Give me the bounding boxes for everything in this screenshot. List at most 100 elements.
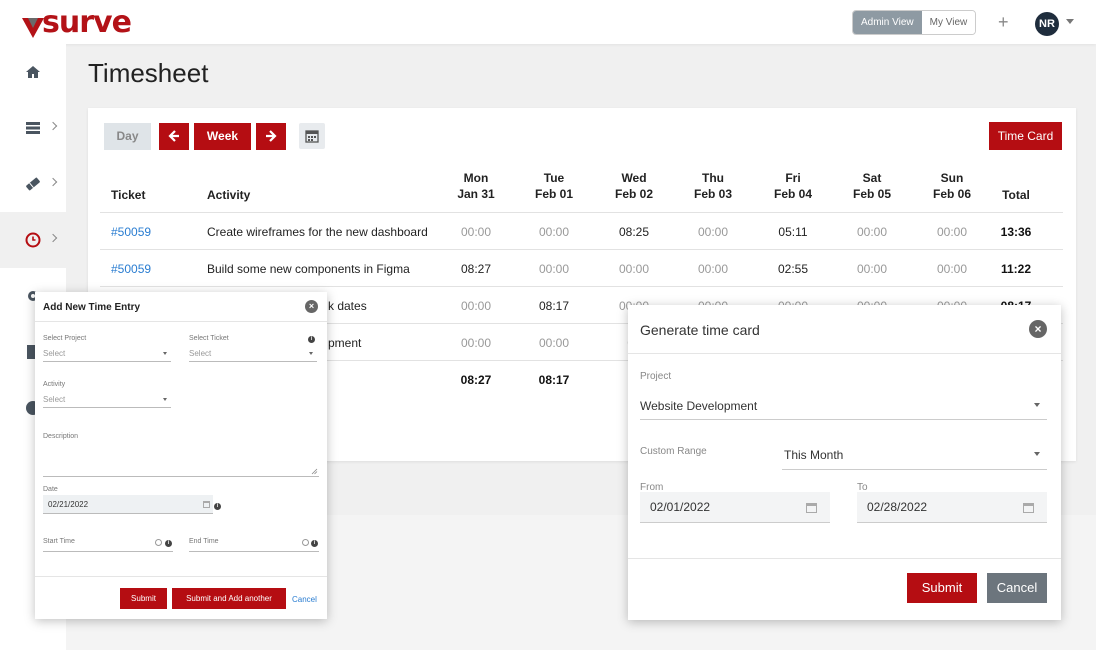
info-icon: i bbox=[311, 540, 318, 547]
chevron-down-icon bbox=[1034, 403, 1040, 407]
project-select[interactable]: Website Development bbox=[640, 399, 758, 413]
logo-mark-icon bbox=[22, 18, 44, 38]
day-name: Wed bbox=[621, 171, 647, 185]
day-button[interactable]: Day bbox=[104, 123, 151, 150]
modal-title: Generate time card bbox=[640, 322, 760, 338]
calendar-icon bbox=[305, 130, 319, 143]
calendar-icon[interactable] bbox=[1023, 503, 1034, 513]
column-header-day: Wed Feb 02 bbox=[604, 170, 664, 202]
project-select[interactable]: Select bbox=[43, 349, 66, 358]
submit-button[interactable]: Submit bbox=[120, 588, 167, 609]
chevron-down-icon[interactable] bbox=[1066, 19, 1074, 24]
divider bbox=[628, 353, 1061, 354]
activity-cell: pment bbox=[328, 336, 362, 350]
time-cell[interactable]: 00:00 bbox=[538, 225, 570, 239]
add-icon[interactable]: + bbox=[998, 12, 1009, 32]
time-card-button[interactable]: Time Card bbox=[989, 122, 1062, 150]
input-underline bbox=[189, 361, 317, 362]
time-cell[interactable]: 00:00 bbox=[936, 262, 968, 276]
day-date: Feb 06 bbox=[932, 187, 971, 201]
time-cell[interactable]: 05:11 bbox=[778, 225, 808, 239]
day-total: 08:27 bbox=[460, 373, 492, 387]
description-textarea[interactable] bbox=[43, 449, 319, 477]
submit-and-add-another-button[interactable]: Submit and Add another bbox=[172, 588, 286, 609]
time-cell[interactable]: 08:25 bbox=[618, 225, 650, 239]
to-date-input[interactable]: 02/28/2022 bbox=[857, 492, 1047, 523]
chevron-right-icon bbox=[48, 177, 58, 187]
from-date-input[interactable]: 02/01/2022 bbox=[640, 492, 830, 523]
project-label: Project bbox=[640, 371, 672, 382]
input-underline bbox=[43, 407, 171, 408]
day-total: 08:17 bbox=[538, 373, 570, 387]
resize-handle-icon[interactable] bbox=[311, 468, 318, 475]
activity-label: Activity bbox=[43, 381, 66, 388]
description-label: Description bbox=[43, 433, 79, 440]
ticket-select[interactable]: Select bbox=[189, 349, 212, 358]
prev-week-button[interactable] bbox=[159, 123, 189, 150]
close-icon[interactable]: × bbox=[1029, 320, 1047, 338]
cancel-link[interactable]: Cancel bbox=[292, 595, 317, 604]
activity-cell: Build some new components in Figma bbox=[207, 262, 410, 276]
day-date: Feb 02 bbox=[614, 187, 653, 201]
time-cell[interactable]: 08:17 bbox=[538, 299, 570, 313]
column-header-activity: Activity bbox=[207, 188, 251, 202]
chevron-down-icon bbox=[1034, 452, 1040, 456]
time-cell[interactable]: 00:00 bbox=[460, 299, 492, 313]
avatar[interactable]: NR bbox=[1035, 12, 1059, 36]
sidebar-item-timesheet[interactable] bbox=[0, 212, 66, 268]
time-cell[interactable]: 00:00 bbox=[697, 225, 729, 239]
time-cell[interactable]: 00:00 bbox=[618, 262, 650, 276]
submit-button[interactable]: Submit bbox=[907, 573, 977, 603]
calendar-icon[interactable] bbox=[203, 501, 210, 508]
input-underline bbox=[640, 419, 1047, 420]
time-cell[interactable]: 00:00 bbox=[936, 225, 968, 239]
day-date: Feb 03 bbox=[693, 187, 732, 201]
sidebar-item-home[interactable] bbox=[0, 44, 66, 100]
logo[interactable]: surve bbox=[22, 5, 132, 40]
row-divider bbox=[100, 360, 1063, 361]
chevron-down-icon bbox=[163, 352, 167, 355]
activity-select[interactable]: Select bbox=[43, 395, 66, 404]
sidebar-item-servers[interactable] bbox=[0, 100, 66, 156]
cancel-button[interactable]: Cancel bbox=[987, 573, 1047, 603]
time-cell[interactable]: 02:55 bbox=[777, 262, 809, 276]
row-total: 13:36 bbox=[1000, 225, 1032, 239]
ticket-label: Select Ticket bbox=[189, 335, 229, 342]
column-header-day: Fri Feb 04 bbox=[763, 170, 823, 202]
next-week-button[interactable] bbox=[256, 123, 286, 150]
input-underline bbox=[43, 361, 171, 362]
admin-view-button[interactable]: Admin View bbox=[853, 11, 922, 34]
top-bar: surve Admin View My View + NR bbox=[0, 0, 1096, 44]
time-cell[interactable]: 00:00 bbox=[460, 336, 492, 350]
calendar-button[interactable] bbox=[299, 123, 325, 149]
date-input[interactable]: 02/21/2022 bbox=[43, 495, 213, 514]
column-header-day: Thu Feb 03 bbox=[683, 170, 743, 202]
arrow-right-icon bbox=[266, 130, 277, 142]
day-date: Feb 01 bbox=[534, 187, 573, 201]
ticket-link[interactable]: #50059 bbox=[111, 225, 152, 239]
clock-icon[interactable] bbox=[155, 539, 162, 546]
week-button[interactable]: Week bbox=[194, 123, 251, 150]
time-cell[interactable]: 00:00 bbox=[856, 225, 888, 239]
time-cell[interactable]: 00:00 bbox=[538, 262, 570, 276]
column-header-day: Sun Feb 06 bbox=[922, 170, 982, 202]
sidebar-item-tickets[interactable] bbox=[0, 156, 66, 212]
calendar-icon[interactable] bbox=[806, 503, 817, 513]
column-header-day: Tue Feb 01 bbox=[524, 170, 584, 202]
date-label: Date bbox=[43, 486, 58, 493]
range-select[interactable]: This Month bbox=[784, 448, 844, 462]
day-date: Feb 05 bbox=[852, 187, 891, 201]
time-cell[interactable]: 00:00 bbox=[460, 225, 492, 239]
close-icon[interactable]: × bbox=[305, 300, 318, 313]
info-icon: i bbox=[308, 336, 315, 343]
time-cell[interactable]: 00:00 bbox=[538, 336, 570, 350]
row-total: 11:22 bbox=[1000, 262, 1032, 276]
time-cell[interactable]: 00:00 bbox=[697, 262, 729, 276]
clock-icon[interactable] bbox=[302, 539, 309, 546]
time-cell[interactable]: 00:00 bbox=[856, 262, 888, 276]
home-icon bbox=[26, 66, 40, 78]
ticket-link[interactable]: #50059 bbox=[111, 262, 152, 276]
time-cell[interactable]: 08:27 bbox=[460, 262, 492, 276]
logo-text: surve bbox=[42, 5, 132, 40]
my-view-button[interactable]: My View bbox=[921, 11, 976, 34]
